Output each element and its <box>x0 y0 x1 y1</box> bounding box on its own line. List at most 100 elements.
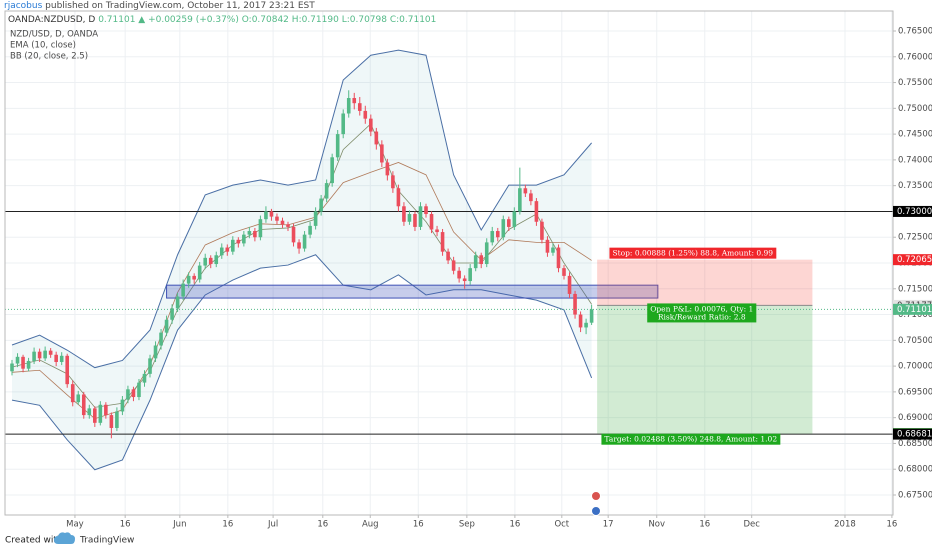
candle-body <box>484 242 489 265</box>
candle-body <box>357 103 362 111</box>
candle-body <box>573 293 577 315</box>
candle-body <box>391 175 395 189</box>
candle-body <box>120 399 125 412</box>
x-tick-label: Nov <box>648 520 665 530</box>
candle-body <box>76 394 81 403</box>
candle-body <box>330 157 334 184</box>
candle-body <box>104 404 108 416</box>
x-tick-label: 17 <box>603 520 614 530</box>
y-tick-label: 0.69000 <box>898 413 932 423</box>
zone <box>166 284 659 299</box>
candle-body <box>435 229 439 233</box>
pnl-label: Open P&L: 0.00076, Qty: 1 <box>650 304 753 313</box>
y-tick-label: 0.75000 <box>898 104 932 114</box>
candle-body <box>208 257 213 265</box>
y-tick-label: 0.72500 <box>898 233 932 243</box>
low: L:0.70798 <box>342 15 388 25</box>
pnl-box <box>647 303 757 323</box>
y-tick-label: 0.74500 <box>898 130 932 140</box>
candle-body <box>507 219 511 227</box>
candle-body <box>59 355 64 362</box>
candle-body <box>170 308 174 320</box>
footer-created: Created with <box>5 536 63 546</box>
y-tick-label: 0.73500 <box>898 181 932 191</box>
x-tick-label: 16 <box>317 520 328 530</box>
candle-body <box>479 255 484 265</box>
candle-body <box>192 275 196 280</box>
legend-entry: EMA (10, close) <box>10 41 76 51</box>
x-tick-label: 16 <box>699 520 710 530</box>
candle-body <box>43 350 47 359</box>
candle-body <box>589 309 594 323</box>
candle-body <box>214 255 219 265</box>
candle-body <box>126 389 130 400</box>
candle-body <box>540 221 544 240</box>
y-tick-label: 0.76000 <box>898 52 932 62</box>
author: rjacobus <box>4 1 43 11</box>
candle-body <box>407 214 412 222</box>
candle-body <box>164 319 169 333</box>
candle-body <box>468 268 472 282</box>
candle-body <box>291 226 296 243</box>
candle-body <box>352 98 357 104</box>
candle-body <box>429 214 434 230</box>
candle-body <box>54 354 58 362</box>
candle-body <box>457 270 461 279</box>
candle-body <box>236 239 241 244</box>
candle-body <box>225 247 230 252</box>
candle-body <box>280 220 285 225</box>
y-tick-label: 0.76500 <box>898 27 932 37</box>
x-tick-label: Sep <box>459 520 475 530</box>
candle-body <box>153 345 158 359</box>
candle-body <box>501 219 506 238</box>
x-tick-label: 16 <box>886 520 897 530</box>
grid <box>5 11 893 515</box>
change: ▲ +0.00259 (+0.37%) <box>138 15 239 25</box>
candle-body <box>308 225 312 235</box>
x-tick-label: 16 <box>120 520 131 530</box>
open: O:0.70842 <box>242 15 289 25</box>
candle-body <box>440 232 445 252</box>
candle-body <box>380 144 384 163</box>
candle-body <box>148 358 152 374</box>
brand-logo <box>54 532 75 544</box>
candle-body <box>551 247 555 253</box>
y-tick-label: 0.70500 <box>898 336 932 346</box>
y-tick-label: 0.70000 <box>898 362 932 372</box>
candle-body <box>175 296 180 309</box>
x-tick-label: Aug <box>362 520 379 530</box>
upper-line <box>11 49 592 369</box>
event-icon[interactable] <box>591 506 601 516</box>
candle-body <box>115 411 119 428</box>
y-tick-label: 0.67500 <box>898 490 932 500</box>
candle-body <box>512 211 517 227</box>
event-icon[interactable] <box>591 491 601 501</box>
candle-body <box>131 389 136 398</box>
candle-body <box>396 188 401 207</box>
candle-body <box>418 206 423 227</box>
candle-body <box>253 231 257 238</box>
candle-body <box>203 257 208 266</box>
candle-body <box>159 332 163 346</box>
candle-body <box>451 260 456 271</box>
header: rjacobus published on TradingView.com, O… <box>4 1 315 11</box>
candle-body <box>495 231 500 238</box>
candle-body <box>269 211 274 217</box>
symbol: OANDA:NZDUSD, D <box>8 15 95 25</box>
candle-body <box>264 211 268 220</box>
candle-body <box>10 363 14 372</box>
candle-body <box>335 134 340 158</box>
y-tick-label: 0.75500 <box>898 78 932 88</box>
published: published on TradingView.com, October 11… <box>45 1 315 11</box>
candle-body <box>258 219 263 238</box>
price-tag <box>893 428 932 440</box>
stop-label-box <box>609 247 777 259</box>
y-tick-label: 0.74000 <box>898 155 932 165</box>
legend-entry: BB (20, close, 2.5) <box>10 52 88 62</box>
candle-body <box>374 131 379 145</box>
candle-body <box>529 193 533 202</box>
x-tick-label: 16 <box>222 520 233 530</box>
candle-body <box>584 322 588 328</box>
candle-body <box>219 247 224 256</box>
candle-body <box>545 239 550 253</box>
